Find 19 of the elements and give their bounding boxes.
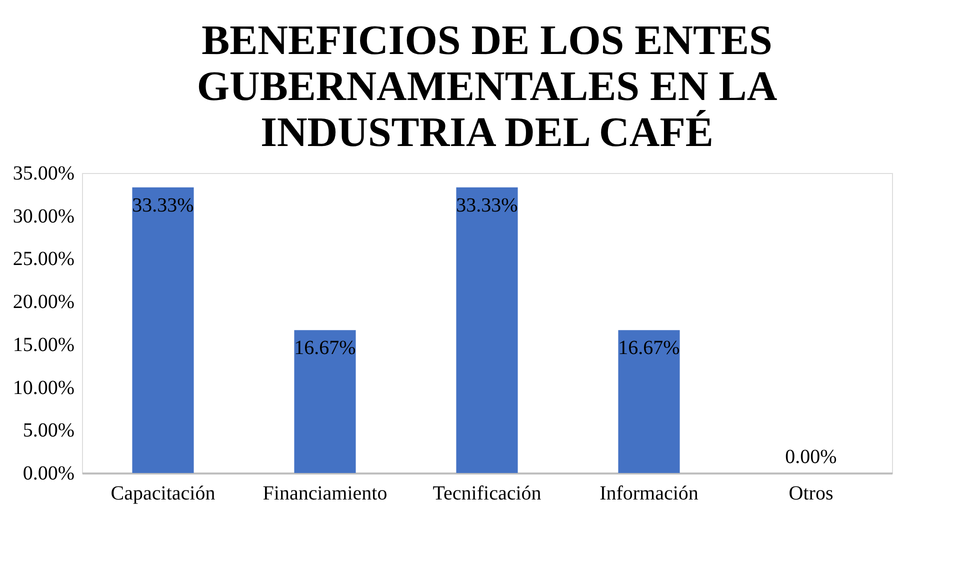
y-tick-label: 30.00% <box>12 205 74 228</box>
x-tick-label: Información <box>600 482 698 504</box>
y-tick-label: 5.00% <box>22 420 74 442</box>
x-tick-label: Capacitación <box>110 482 216 504</box>
x-tick-label: Otros <box>788 482 834 504</box>
y-tick-label: 35.00% <box>12 162 74 184</box>
data-label: 16.67% <box>618 337 680 360</box>
x-tick-label: Tecnificación <box>432 482 542 504</box>
y-tick-label: 15.00% <box>12 334 74 356</box>
data-label: 33.33% <box>132 194 194 216</box>
data-label: 0.00% <box>785 446 837 468</box>
y-tick-label: 25.00% <box>12 248 74 270</box>
chart-title: BENEFICIOS DE LOS ENTES GUBERNAMENTALES EN LA INDUSTRIA DEL CAFÉ <box>196 18 778 156</box>
y-tick-label: 0.00% <box>22 462 74 484</box>
y-tick-label: 20.00% <box>12 291 74 314</box>
x-tick-label: Financiamiento <box>262 482 388 504</box>
y-tick-label: 10.00% <box>12 376 74 399</box>
data-label: 16.67% <box>294 337 356 360</box>
data-label: 33.33% <box>456 194 518 216</box>
